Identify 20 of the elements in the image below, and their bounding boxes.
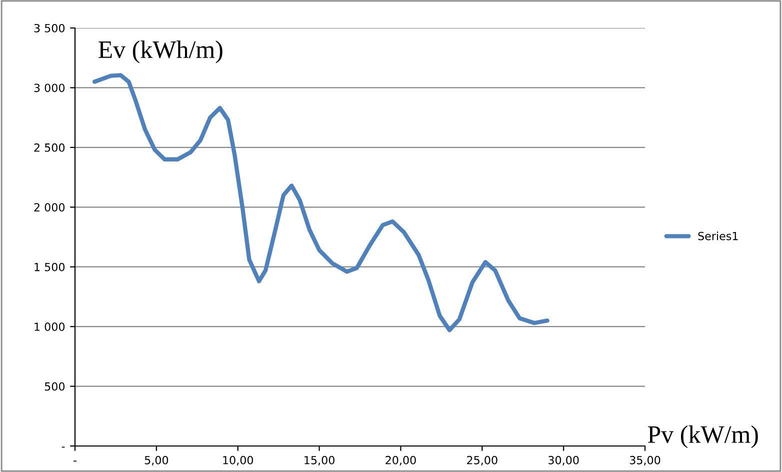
x-tick-label: 35,00 [630,456,660,466]
x-tick-label: 5,00 [144,456,168,466]
y-axis-title: Ev (kWh/m) [98,40,222,64]
y-tick-label: 3 500 [34,24,65,32]
x-axis-title: Pv (kW/m) [648,425,758,448]
legend-label: Series1 [698,232,738,240]
x-tick-label: - [74,460,76,462]
y-tick-label: 1 000 [34,322,65,331]
y-tick-label: 3 000 [34,84,65,92]
x-tick-label: 15,00 [304,456,334,466]
y-tick-label: 2 000 [34,203,65,212]
x-tick-label: 20,00 [386,456,416,466]
y-tick-label: 500 [44,382,65,391]
y-tick-label: 1 500 [34,262,65,272]
x-tick-label: 10,00 [223,456,254,466]
x-tick-label: 30,00 [548,456,579,466]
line-series [92,73,550,332]
y-tick-label: - [62,446,65,448]
y-tick-label: 2 500 [34,143,65,152]
x-tick-label: 25,00 [467,456,498,466]
